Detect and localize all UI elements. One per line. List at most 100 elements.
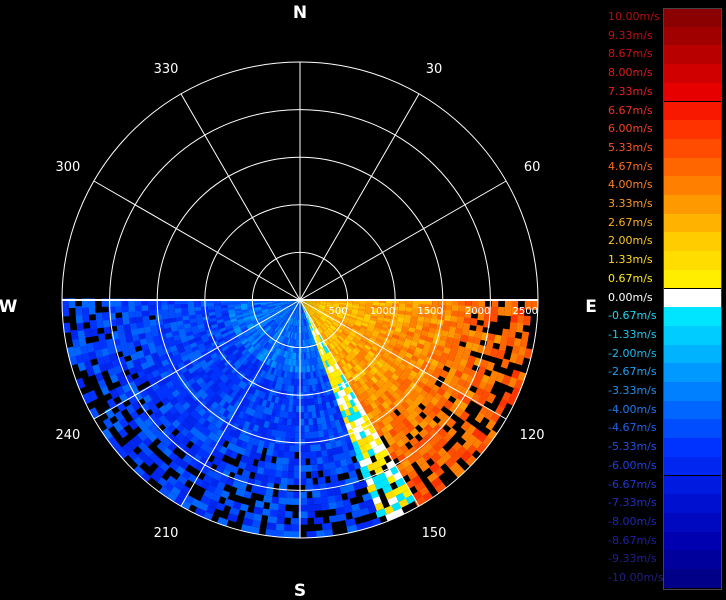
velocity-cell — [264, 350, 271, 358]
velocity-cell — [398, 373, 407, 383]
velocity-cell — [373, 406, 382, 416]
velocity-cell — [346, 524, 358, 534]
velocity-cell — [246, 353, 254, 361]
velocity-cell — [397, 384, 407, 394]
velocity-cell — [348, 319, 356, 325]
colorbar-swatch — [663, 176, 722, 195]
velocity-cell — [221, 331, 229, 338]
velocity-cell — [305, 311, 309, 319]
velocity-cell — [161, 303, 169, 310]
velocity-cell — [211, 354, 220, 363]
velocity-cell — [112, 420, 124, 433]
azimuth-spoke — [299, 299, 507, 420]
velocity-cell — [336, 336, 343, 344]
velocity-cell — [375, 508, 387, 518]
velocity-cell — [244, 351, 252, 359]
velocity-cell — [103, 325, 112, 335]
velocity-cell — [264, 315, 272, 320]
range-tick-label: 1000 — [370, 306, 395, 317]
velocity-cell — [451, 305, 459, 313]
velocity-cell — [383, 349, 392, 357]
velocity-cell — [229, 507, 240, 517]
colorbar-entry: 7.33m/s — [605, 82, 726, 102]
velocity-cell — [148, 304, 155, 311]
velocity-cell — [292, 392, 297, 400]
velocity-cell — [392, 399, 402, 409]
velocity-cell — [293, 319, 296, 326]
velocity-cell — [190, 358, 200, 367]
velocity-cell — [227, 301, 235, 306]
velocity-cell — [329, 314, 336, 319]
velocity-cell — [301, 339, 304, 347]
velocity-cell — [236, 387, 244, 396]
velocity-cell — [292, 319, 296, 326]
velocity-cell — [310, 307, 317, 313]
velocity-cell — [414, 480, 426, 492]
velocity-cell — [294, 319, 297, 327]
velocity-cell — [222, 385, 231, 394]
velocity-cell — [313, 329, 318, 337]
velocity-cell — [241, 310, 249, 315]
velocity-cell — [380, 409, 390, 419]
velocity-cell — [242, 367, 250, 375]
velocity-cell — [274, 523, 285, 531]
velocity-cell — [114, 410, 125, 422]
velocity-cell — [322, 322, 329, 329]
velocity-cell — [217, 339, 226, 347]
velocity-cell — [320, 449, 328, 458]
velocity-cell — [234, 303, 241, 307]
velocity-cell — [292, 305, 297, 311]
velocity-cell — [456, 316, 465, 325]
velocity-cell — [347, 369, 355, 378]
velocity-cell — [81, 351, 91, 362]
velocity-cell — [312, 424, 319, 432]
velocity-cell — [319, 443, 327, 451]
velocity-cell — [312, 503, 323, 512]
velocity-cell — [356, 316, 364, 321]
velocity-cell — [331, 322, 339, 328]
velocity-cell — [270, 311, 277, 316]
velocity-cell — [263, 324, 270, 330]
velocity-cell — [370, 345, 379, 353]
velocity-cell — [245, 321, 253, 327]
velocity-cell — [511, 300, 519, 310]
velocity-cell — [338, 309, 345, 314]
velocity-cell — [271, 346, 277, 354]
velocity-cell — [281, 303, 288, 307]
colorbar-swatch — [663, 531, 722, 551]
velocity-cell — [295, 326, 298, 333]
velocity-cell — [226, 513, 239, 523]
velocity-cell — [212, 385, 221, 394]
velocity-cell — [310, 323, 315, 331]
velocity-cell — [268, 320, 275, 326]
velocity-cell — [287, 451, 295, 459]
azimuth-spoke — [93, 180, 301, 301]
velocity-cell — [280, 301, 287, 303]
velocity-cell — [290, 311, 295, 318]
velocity-cell — [446, 418, 457, 429]
velocity-cell — [332, 303, 340, 306]
velocity-cell — [384, 490, 396, 500]
velocity-cell — [250, 485, 261, 494]
velocity-cell — [371, 383, 380, 392]
velocity-cell — [267, 373, 273, 381]
velocity-cell — [332, 356, 339, 364]
velocity-cell — [367, 324, 375, 331]
velocity-cell — [324, 321, 331, 327]
velocity-cell — [268, 344, 274, 352]
velocity-cell — [273, 347, 279, 355]
velocity-cell — [319, 326, 325, 333]
velocity-cell — [486, 392, 497, 404]
velocity-cell — [303, 438, 311, 446]
velocity-cell — [305, 497, 315, 505]
velocity-cell — [392, 330, 401, 337]
velocity-cell — [396, 453, 408, 464]
velocity-cell — [425, 304, 433, 311]
velocity-cell — [274, 316, 281, 323]
velocity-cell — [225, 370, 234, 379]
velocity-cell — [279, 477, 288, 485]
azimuth-tick-label: 210 — [154, 526, 179, 541]
velocity-cell — [394, 356, 404, 364]
velocity-cell — [256, 313, 264, 318]
velocity-cell — [229, 414, 238, 423]
